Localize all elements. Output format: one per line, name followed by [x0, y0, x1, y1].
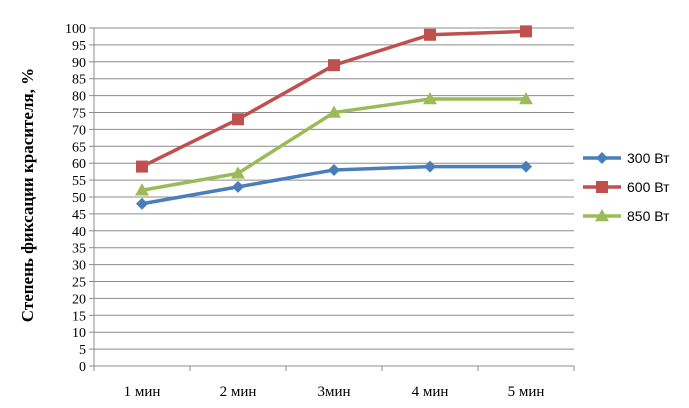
series-2 — [136, 25, 532, 173]
axes — [89, 27, 575, 371]
y-tick-label: 50 — [72, 191, 86, 206]
data-point — [423, 91, 437, 105]
x-tick-label: 5 мин — [508, 384, 545, 400]
y-tick-label: 70 — [72, 123, 86, 138]
legend-marker — [596, 152, 608, 164]
y-tick-label: 40 — [72, 225, 86, 240]
x-tick-label: 4 мин — [412, 384, 449, 400]
data-point — [327, 105, 341, 118]
legend-entry: 600 Вт — [583, 179, 670, 195]
gridlines — [94, 27, 574, 350]
legend-marker — [595, 209, 609, 222]
y-tick-label: 35 — [72, 242, 86, 257]
y-tick-label: 30 — [72, 259, 86, 274]
data-point — [135, 183, 149, 196]
x-tick-label: 3мин — [317, 384, 350, 400]
y-tick-label: 55 — [72, 174, 86, 189]
legend: 300 Вт 600 Вт 850 Вт — [583, 150, 670, 224]
data-point — [424, 28, 436, 41]
x-tick-label: 1 мин — [124, 384, 161, 400]
data-point — [328, 59, 340, 72]
data-point — [328, 163, 340, 176]
y-tick-label: 75 — [72, 107, 86, 122]
y-tick-label: 100 — [65, 22, 86, 37]
y-tick-label: 45 — [72, 208, 86, 223]
data-point — [520, 160, 532, 173]
data-point — [232, 180, 244, 193]
legend-marker — [596, 181, 608, 193]
legend-label: 850 Вт — [627, 208, 670, 224]
y-tick-label: 95 — [72, 39, 86, 54]
legend-label: 600 Вт — [627, 179, 670, 195]
y-tick-label: 65 — [72, 140, 86, 155]
y-tick-label: 15 — [72, 309, 86, 324]
y-tick-label: 10 — [72, 326, 86, 341]
x-tick-labels: 1 мин 2 мин 3мин 4 мин 5 мин — [124, 384, 545, 400]
legend-label: 300 Вт — [627, 150, 670, 166]
y-tick-label: 20 — [72, 292, 86, 307]
data-point — [136, 197, 148, 210]
y-axis-label: Степень фиксации красителя, % — [18, 68, 37, 322]
y-tick-label: 25 — [72, 276, 86, 291]
legend-entry: 850 Вт — [583, 208, 670, 224]
data-point — [424, 160, 436, 173]
y-tick-label: 60 — [72, 157, 86, 172]
y-tick-label: 0 — [79, 360, 86, 375]
y-tick-label: 5 — [79, 343, 86, 358]
data-point — [136, 160, 148, 173]
legend-entry: 300 Вт — [583, 150, 670, 166]
data-point — [520, 25, 532, 38]
data-point — [232, 113, 244, 126]
data-point — [231, 166, 245, 179]
x-tick-label: 2 мин — [220, 384, 257, 400]
series-3 — [135, 91, 533, 196]
data-point — [519, 91, 533, 105]
y-tick-label: 80 — [72, 90, 86, 105]
series — [135, 25, 533, 210]
series-1 — [136, 160, 532, 210]
y-tick-label: 85 — [72, 73, 86, 88]
y-tick-label: 90 — [72, 56, 86, 71]
